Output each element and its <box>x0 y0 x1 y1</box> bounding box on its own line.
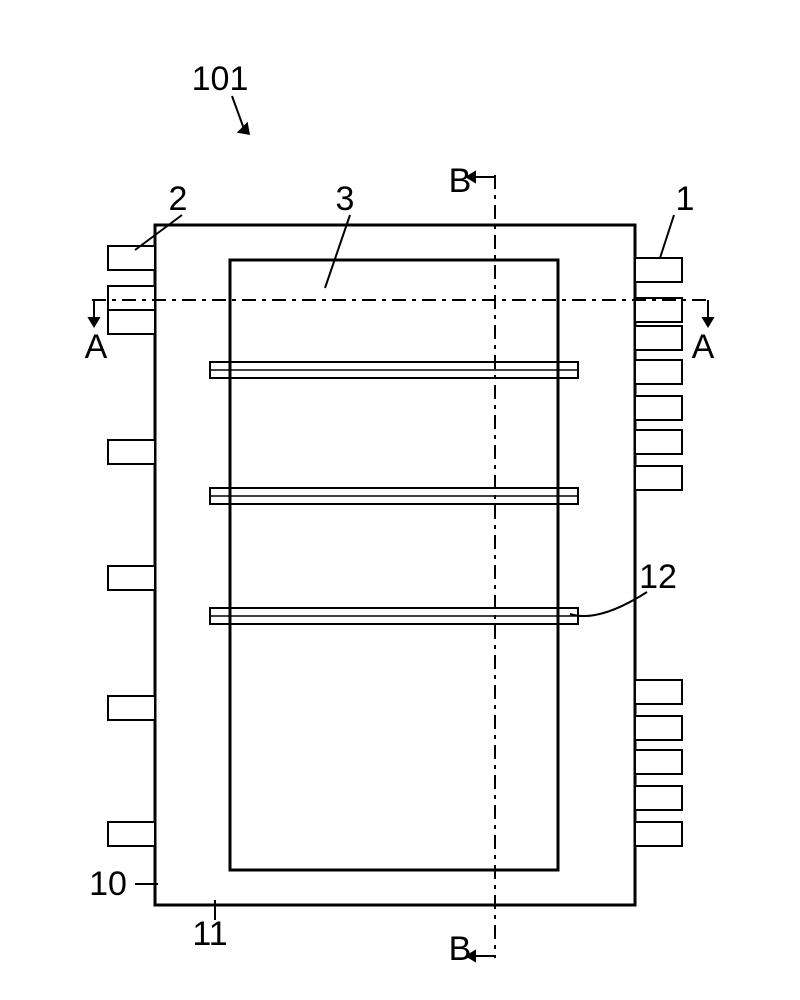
svg-text:101: 101 <box>192 60 249 98</box>
svg-text:12: 12 <box>639 558 677 596</box>
svg-text:11: 11 <box>192 915 227 953</box>
svg-text:1: 1 <box>676 180 695 218</box>
svg-text:B: B <box>449 930 472 968</box>
svg-text:A: A <box>692 328 715 366</box>
svg-text:A: A <box>85 328 108 366</box>
svg-text:3: 3 <box>336 180 355 218</box>
svg-text:B: B <box>449 162 472 200</box>
svg-text:10: 10 <box>89 865 127 903</box>
svg-text:2: 2 <box>169 180 188 218</box>
